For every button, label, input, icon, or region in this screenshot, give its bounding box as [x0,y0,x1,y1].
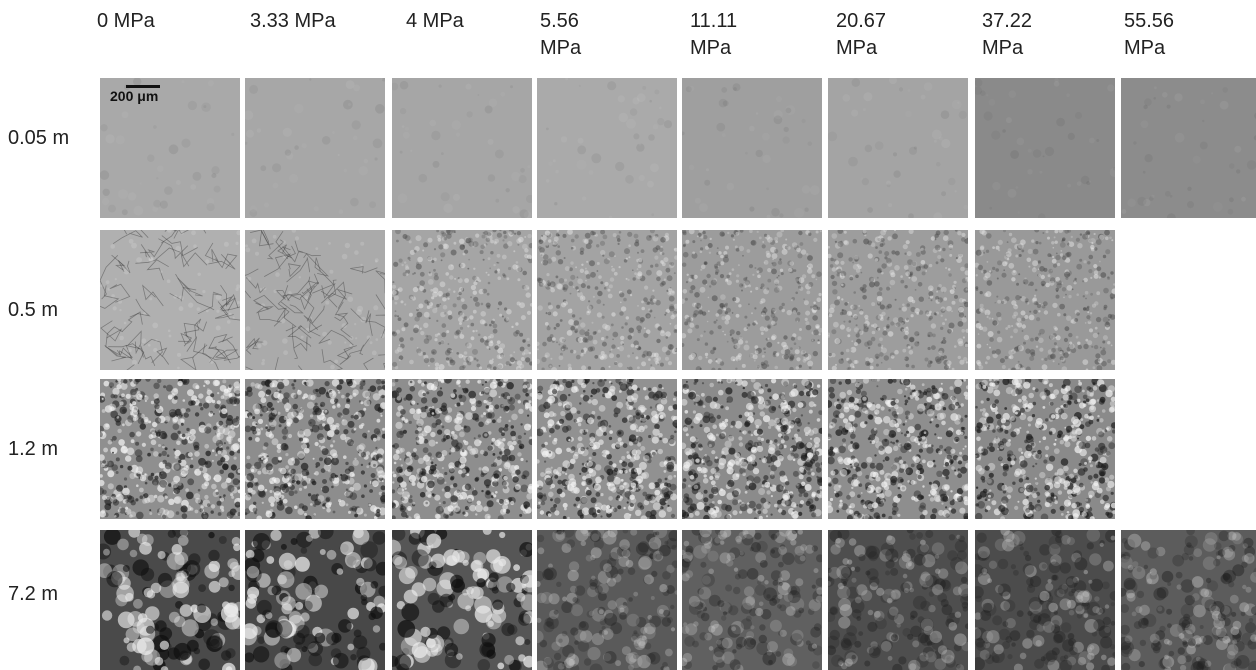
micrograph-texture [100,530,240,670]
micrograph-texture [682,379,822,519]
micrograph-texture [245,379,385,519]
micrograph-texture [245,530,385,670]
micrograph-tile-r4-c7 [975,530,1115,670]
micrograph-tile-r4-c4 [537,530,677,670]
scale-bar-line [126,85,160,88]
micrograph-tile-r2-c5 [682,230,822,370]
micrograph-tile-r1-c2 [245,78,385,218]
micrograph-tile-r2-c3 [392,230,532,370]
micrograph-texture [842,78,968,218]
micrograph-texture [100,230,240,370]
micrograph-texture [245,78,385,214]
row-label-0-05-m: 0.05 m [8,127,70,149]
micrograph-tile-r4-c3 [392,530,532,670]
micrograph-texture [245,230,385,370]
micrograph-texture [828,379,968,519]
micrograph-tile-r2-c6 [828,230,968,370]
micrograph-tile-r1-c3 [392,78,532,218]
column-label-4-mpa: 4 MPa [406,10,464,32]
row-label-1-2-m: 1.2 m [8,438,59,460]
micrograph-texture [975,379,1115,519]
micrograph-tile-r1-c4 [537,78,677,218]
micrograph-tile-r1-c1 [100,78,240,218]
micrograph-texture [828,530,968,670]
row-label-0-5-m: 0.5 m [8,299,59,321]
scale-bar: 200 μm [108,82,164,112]
micrograph-tile-r1-c5 [682,78,822,218]
micrograph-texture [975,530,1115,670]
micrograph-tile-r1-c7 [975,78,1115,218]
micrograph-texture [399,80,532,218]
micrograph-tile-r3-c5 [682,379,822,519]
micrograph-texture [682,230,822,370]
column-label-37-22-mpa: 37.22 MPa [982,10,1033,59]
micrograph-tile-r2-c2 [245,230,385,370]
micrograph-texture [100,379,240,519]
micrograph-tile-r4-c6 [828,530,968,670]
column-label-5-56-mpa: 5.56 MPa [540,10,582,59]
micrograph-tile-r3-c4 [537,379,677,519]
micrograph-tile-r1-c6 [828,78,968,218]
micrograph-texture [537,379,677,519]
micrograph-texture [537,530,677,670]
micrograph-tile-r2-c4 [537,230,677,370]
micrograph-texture [828,230,968,370]
micrograph-tile-r3-c1 [100,379,240,519]
micrograph-tile-r2-c1 [100,230,240,370]
micrograph-texture [1121,86,1256,218]
micrograph-texture [682,530,822,670]
micrograph-texture [682,83,820,218]
micrograph-texture [975,78,1115,210]
micrograph-texture [100,78,221,216]
column-label-55-56-mpa: 55.56 MPa [1124,10,1175,59]
column-label-11-11-mpa: 11.11 MPa [690,10,738,59]
column-label-3-33-mpa: 3.33 MPa [250,10,336,32]
micrograph-texture [392,230,532,370]
micrograph-tile-r3-c2 [245,379,385,519]
micrograph-tile-r1-c8 [1121,78,1256,218]
micrograph-texture [975,230,1115,370]
micrograph-tile-r4-c2 [245,530,385,670]
micrograph-texture [1121,530,1256,670]
row-label-7-2-m: 7.2 m [8,583,59,605]
micrograph-tile-r4-c1 [100,530,240,670]
column-label-0-mpa: 0 MPa [97,10,155,32]
micrograph-texture [392,530,532,670]
scale-bar-label: 200 μm [110,88,159,104]
micrograph-tile-r3-c7 [975,379,1115,519]
micrograph-tile-r4-c5 [682,530,822,670]
micrograph-tile-r3-c6 [828,379,968,519]
column-label-20-67-mpa: 20.67 MPa [836,10,887,59]
micrograph-tile-r2-c7 [975,230,1115,370]
micrograph-tile-r4-c8 [1121,530,1256,670]
micrograph-tile-r3-c3 [392,379,532,519]
micrograph-texture [537,230,677,370]
micrograph-texture [392,379,532,519]
micrograph-texture [546,78,673,218]
